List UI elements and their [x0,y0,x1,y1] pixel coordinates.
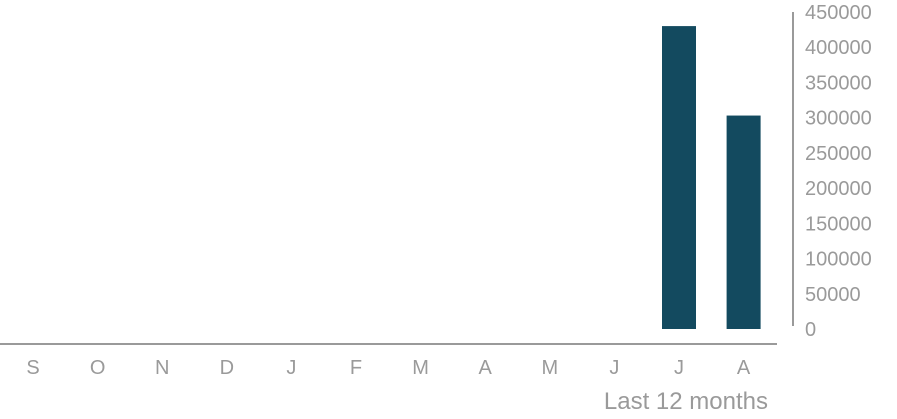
x-tick-label: N [155,357,169,379]
x-tick-label: O [90,357,106,379]
y-tick-label: 0 [805,319,816,341]
x-tick-label: M [412,357,429,379]
x-tick-label: S [26,357,39,379]
y-tick-label: 100000 [805,249,872,271]
y-tick-label: 300000 [805,108,872,130]
y-tick-label: 150000 [805,213,872,235]
y-tick-label: 200000 [805,178,872,200]
bar [662,26,696,329]
y-tick-label: 350000 [805,72,872,94]
bar [726,115,761,329]
y-tick-label: 250000 [805,143,872,165]
bars-group [662,26,761,329]
y-tick-labels: 0 50000 100000 150000 200000 250000 300000 3500… [805,2,872,341]
x-tick-label: J [286,357,296,379]
y-tick-label: 50000 [805,284,861,306]
x-tick-label: A [737,357,751,379]
x-tick-label: A [479,357,493,379]
x-axis-title: Last 12 months [604,388,768,415]
y-tick-label: 450000 [805,2,872,24]
x-tick-label: J [609,357,619,379]
x-tick-label: D [220,357,234,379]
x-tick-label: J [674,357,684,379]
x-tick-label: M [541,357,558,379]
x-tick-label: F [350,357,362,379]
y-tick-label: 400000 [805,37,872,59]
